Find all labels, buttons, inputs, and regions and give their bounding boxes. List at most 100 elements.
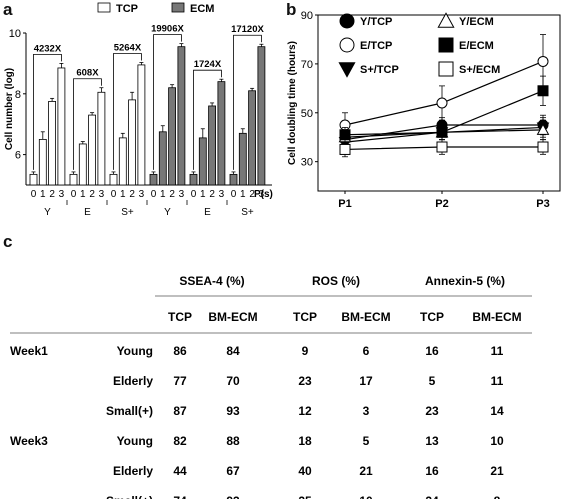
- fold-bracket: [33, 54, 62, 170]
- table-cell: 10: [490, 434, 504, 448]
- y-tick-label-a: 6: [15, 150, 21, 162]
- bar: [168, 87, 177, 186]
- table-row: Week3 Young 82 88 18 5 13 10: [10, 434, 504, 448]
- table-row: Small(+) 87 93 12 3 23 14: [106, 404, 504, 418]
- group-label: Young: [117, 434, 153, 448]
- legend-label-b: E/ECM: [459, 40, 494, 52]
- passage-tick-label: 1: [160, 189, 166, 200]
- x-tick-label-b: P1: [338, 198, 351, 210]
- legend-b: Y/TCP E/TCP S+/TCP Y/ECM E/ECM S+/ECM: [338, 12, 500, 78]
- legend-swatch-a: [171, 2, 185, 13]
- table-cell: 14: [490, 404, 504, 418]
- table-cell: 40: [298, 464, 312, 478]
- passage-tick-label: 2: [129, 189, 135, 200]
- bar: [208, 105, 217, 186]
- y-tick-label-b: 50: [301, 108, 313, 120]
- passage-tick-label: 3: [59, 189, 65, 200]
- group-label: E: [204, 207, 211, 218]
- bracket-line: [193, 69, 222, 170]
- group-header: Annexin-5 (%): [425, 274, 505, 288]
- data-point: [537, 141, 549, 153]
- bar: [29, 173, 38, 186]
- table-cell: 93: [226, 404, 240, 418]
- table-cell: 44: [173, 464, 187, 478]
- fold-change-label: 19906X: [151, 24, 184, 35]
- data-point: [436, 141, 448, 153]
- bar: [189, 173, 198, 186]
- y-tick-label-b: 30: [301, 157, 313, 169]
- bar: [57, 67, 66, 186]
- group-label: S+: [241, 207, 254, 218]
- y-tick-label-a: 8: [15, 89, 21, 101]
- data-point: [537, 55, 549, 67]
- legend-label-b: Y/ECM: [459, 16, 494, 28]
- bar: [229, 173, 238, 186]
- fold-bracket: [233, 34, 262, 170]
- data-point: [339, 143, 351, 155]
- group-header: SSEA-4 (%): [179, 274, 244, 288]
- group-label: E: [84, 207, 91, 218]
- table-cell: 13: [425, 434, 439, 448]
- table-cell: 67: [226, 464, 240, 478]
- legend-marker-b: [339, 13, 355, 29]
- group-label: Elderly: [113, 464, 153, 478]
- bracket-line: [73, 78, 102, 170]
- passage-tick-label: 0: [191, 189, 197, 200]
- sub-header: BM-ECM: [472, 310, 521, 324]
- table-cell: 6: [363, 344, 370, 358]
- data-point: [436, 97, 448, 109]
- legend-swatch-a: [97, 2, 111, 13]
- table-cell-markers: SSEA-4 (%) ROS (%) Annexin-5 (%) TCP BM-ECM T…: [10, 274, 532, 499]
- y-tick-label-a: 10: [9, 28, 21, 40]
- bracket-line: [113, 53, 142, 170]
- legend-label-b: E/TCP: [360, 40, 392, 52]
- panel-label-c: c: [3, 232, 13, 251]
- panel-label-b: b: [286, 0, 297, 19]
- x-axis-title-a: P(s): [254, 189, 273, 200]
- legend-marker-b: [437, 12, 455, 28]
- series-e-ecm: [339, 75, 549, 143]
- bracket-line: [153, 34, 182, 170]
- table-cell: 18: [298, 434, 312, 448]
- sub-header: TCP: [293, 310, 317, 324]
- data-point: [536, 123, 550, 135]
- fold-change-label: 4232X: [34, 43, 62, 54]
- table-cell: 16: [425, 464, 439, 478]
- bar: [97, 91, 106, 186]
- legend-label-b: S+/TCP: [360, 64, 399, 76]
- bar: [69, 173, 78, 186]
- table-cell: 88: [226, 434, 240, 448]
- passage-tick-label: 2: [249, 189, 255, 200]
- table-cell: 74: [173, 494, 187, 499]
- group-label: S+: [121, 207, 134, 218]
- bracket-line: [33, 54, 62, 170]
- bar: [248, 90, 257, 186]
- legend-label-a: ECM: [190, 3, 214, 15]
- table-cell: 21: [490, 464, 504, 478]
- passage-tick-label: 3: [259, 189, 265, 200]
- table-row: Elderly 44 67 40 21 16 21: [113, 464, 504, 478]
- passage-tick-label: 0: [111, 189, 117, 200]
- bar: [128, 99, 137, 186]
- data-point: [537, 85, 549, 97]
- passage-tick-label: 0: [31, 189, 37, 200]
- passage-tick-label: 1: [240, 189, 246, 200]
- bar: [238, 132, 247, 186]
- group-label: Small(+): [106, 404, 153, 418]
- legend-label-b: Y/TCP: [360, 16, 392, 28]
- legend-marker-b: [438, 37, 454, 53]
- line-chart-doubling-time: 30 50 70 90 P1 P2 P3 Cell doubling time (hours)…: [287, 10, 561, 210]
- table-cell: 11: [491, 344, 504, 358]
- table-cell: 70: [226, 374, 240, 388]
- bar: [88, 114, 96, 186]
- sub-header: TCP: [168, 310, 192, 324]
- passage-tick-label: 3: [139, 189, 145, 200]
- passage-tick-label: 3: [179, 189, 185, 200]
- table-cell: 25: [298, 494, 312, 499]
- bar: [257, 46, 266, 186]
- passage-tick-label: 1: [80, 189, 86, 200]
- bar: [38, 138, 47, 186]
- bar: [137, 64, 146, 186]
- fold-change-label: 17120X: [231, 24, 264, 35]
